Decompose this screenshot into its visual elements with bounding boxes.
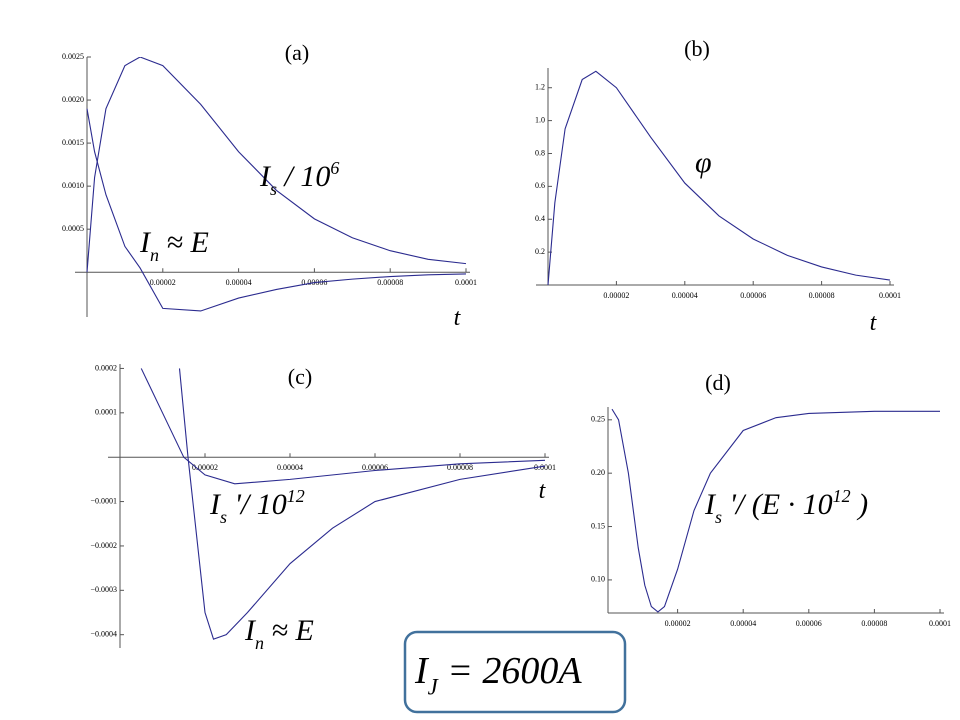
annotation-part: φ bbox=[695, 146, 712, 179]
caption: IJ = 2600A bbox=[414, 650, 582, 699]
y-tick-label: 0.0005 bbox=[62, 224, 84, 233]
annotation-part: / 10 bbox=[277, 160, 330, 193]
x-tick-label: 0.00006 bbox=[740, 291, 766, 300]
x-axis-label: t bbox=[454, 305, 462, 331]
y-tick-label: 0.0010 bbox=[62, 181, 84, 190]
y-tick-label: −0.0004 bbox=[90, 630, 117, 639]
y-tick-label: 0.10 bbox=[591, 575, 605, 584]
x-tick-label: 0.00006 bbox=[796, 619, 822, 628]
annotation: Is '/ 1012 bbox=[209, 486, 305, 527]
y-tick-label: 0.0001 bbox=[95, 408, 117, 417]
caption-part: = 2600A bbox=[438, 650, 583, 692]
y-tick-label: 0.0020 bbox=[62, 95, 84, 104]
annotation-part: I bbox=[209, 488, 222, 521]
annotation-part: '/ (E · 10 bbox=[722, 488, 833, 521]
series-line bbox=[547, 70, 891, 285]
x-tick-label: 0.00008 bbox=[447, 463, 473, 472]
panel-title: (b) bbox=[684, 36, 710, 61]
x-tick-label: 0.00008 bbox=[861, 619, 887, 628]
annotation-part: I bbox=[244, 614, 257, 647]
annotation: φ bbox=[695, 146, 712, 179]
panel-title: (c) bbox=[288, 364, 312, 389]
y-tick-label: 1.2 bbox=[535, 83, 545, 92]
annotation: Is / 106 bbox=[259, 158, 339, 199]
x-axis-label: t bbox=[870, 310, 878, 336]
annotation-part: 12 bbox=[833, 486, 851, 506]
y-tick-label: 0.15 bbox=[591, 521, 605, 530]
annotation-part: s bbox=[220, 507, 227, 527]
y-tick-label: 0.0002 bbox=[95, 363, 117, 372]
caption-part: I bbox=[414, 650, 430, 692]
y-tick-label: 0.2 bbox=[535, 247, 545, 256]
series-line bbox=[611, 408, 940, 613]
x-tick-label: 0.00002 bbox=[603, 291, 629, 300]
annotation-part: ) bbox=[851, 488, 869, 521]
y-tick-label: 0.0025 bbox=[62, 52, 84, 61]
annotation-part: n bbox=[150, 245, 159, 265]
panel-title: (a) bbox=[285, 40, 309, 65]
x-tick-label: 0.0001 bbox=[929, 619, 951, 628]
annotation-part: I bbox=[704, 488, 717, 521]
x-axis-label: t bbox=[539, 478, 547, 504]
series-line bbox=[86, 108, 467, 312]
x-tick-label: 0.0001 bbox=[879, 291, 901, 300]
annotation-part: '/ 10 bbox=[227, 488, 287, 521]
panel-title: (d) bbox=[705, 370, 731, 395]
y-tick-label: 0.8 bbox=[535, 148, 545, 157]
annotation-part: ≈ E bbox=[159, 226, 209, 259]
annotation-part: 6 bbox=[330, 158, 339, 178]
x-tick-label: 0.00004 bbox=[672, 291, 698, 300]
y-tick-label: 1.0 bbox=[535, 115, 545, 124]
y-tick-label: 0.20 bbox=[591, 468, 605, 477]
series-line bbox=[86, 57, 467, 273]
y-tick-label: 0.25 bbox=[591, 415, 605, 424]
y-tick-label: −0.0002 bbox=[90, 541, 117, 550]
y-tick-label: 0.6 bbox=[535, 181, 545, 190]
annotation-part: n bbox=[255, 633, 264, 653]
annotation: In ≈ E bbox=[139, 226, 209, 265]
x-tick-label: 0.00008 bbox=[377, 278, 403, 287]
y-tick-label: −0.0001 bbox=[90, 496, 117, 505]
x-tick-label: 0.00006 bbox=[362, 463, 388, 472]
caption-part: J bbox=[428, 674, 440, 699]
annotation-part: ≈ E bbox=[264, 614, 314, 647]
annotation-part: I bbox=[139, 226, 152, 259]
caption-box bbox=[403, 630, 627, 714]
y-tick-label: 0.4 bbox=[535, 214, 545, 223]
x-tick-label: 0.00002 bbox=[665, 619, 691, 628]
annotation: In ≈ E bbox=[244, 614, 314, 653]
x-tick-label: 0.00004 bbox=[226, 278, 252, 287]
x-tick-label: 0.00002 bbox=[192, 463, 218, 472]
x-tick-label: 0.00004 bbox=[730, 619, 756, 628]
annotation-part: s bbox=[715, 507, 722, 527]
x-tick-label: 0.0001 bbox=[534, 463, 556, 472]
series-line bbox=[178, 368, 546, 640]
annotation: Is '/ (E · 1012 ) bbox=[704, 486, 868, 527]
series-line bbox=[140, 368, 546, 485]
x-tick-label: 0.0001 bbox=[455, 278, 477, 287]
annotation-part: s bbox=[270, 179, 277, 199]
y-tick-label: −0.0003 bbox=[90, 585, 117, 594]
annotation-part: 12 bbox=[287, 486, 305, 506]
annotation-part: I bbox=[259, 160, 272, 193]
y-tick-label: 0.0015 bbox=[62, 138, 84, 147]
x-tick-label: 0.00002 bbox=[150, 278, 176, 287]
x-tick-label: 0.00004 bbox=[277, 463, 303, 472]
x-tick-label: 0.00008 bbox=[809, 291, 835, 300]
